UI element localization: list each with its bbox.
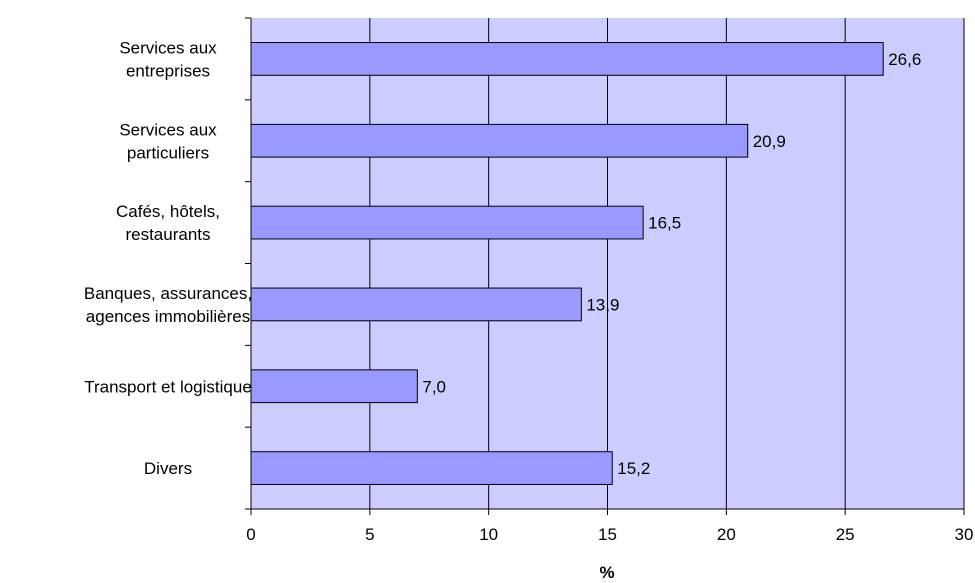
bar: [250, 287, 582, 322]
x-tick-label: 15: [598, 525, 617, 544]
data-label: 26,6: [888, 50, 921, 69]
category-label: Services aux: [119, 38, 217, 57]
category-label: restaurants: [125, 225, 210, 244]
category-label: Banques, assurances,: [84, 284, 252, 303]
x-tick-label: 0: [246, 525, 255, 544]
category-label: agences immobilières: [86, 307, 250, 326]
data-label: 20,9: [753, 132, 786, 151]
category-label: Transport et logistique: [84, 377, 252, 396]
category-labels: Services aux entreprises Services aux parti…: [84, 38, 252, 478]
data-label: 16,5: [648, 214, 681, 233]
data-label: 7,0: [422, 377, 446, 396]
category-label: Cafés, hôtels,: [116, 202, 220, 221]
axes: [245, 17, 965, 515]
x-tick-label: 10: [479, 525, 498, 544]
category-label: entreprises: [126, 61, 210, 80]
bar: [250, 369, 418, 404]
bar: [250, 42, 884, 76]
bar: [250, 205, 644, 240]
category-label: Divers: [144, 459, 192, 478]
x-axis-title: %: [599, 563, 614, 582]
x-tick-label: 20: [717, 525, 736, 544]
gridlines: [369, 18, 965, 509]
data-label: 15,2: [617, 459, 650, 478]
data-label: 13,9: [586, 295, 619, 314]
bars: [250, 42, 884, 485]
x-tick-label: 30: [955, 525, 974, 544]
bar: [250, 123, 749, 158]
x-tick-label: 25: [836, 525, 855, 544]
category-label: particuliers: [127, 143, 209, 162]
category-label: Services aux: [119, 120, 217, 139]
bar: [250, 451, 613, 485]
x-tick-labels: 0 5 10 15 20 25 30: [246, 525, 973, 544]
data-labels: 26,6 20,9 16,5 13,9 7,0 15,2: [422, 50, 921, 478]
x-tick-label: 5: [365, 525, 374, 544]
